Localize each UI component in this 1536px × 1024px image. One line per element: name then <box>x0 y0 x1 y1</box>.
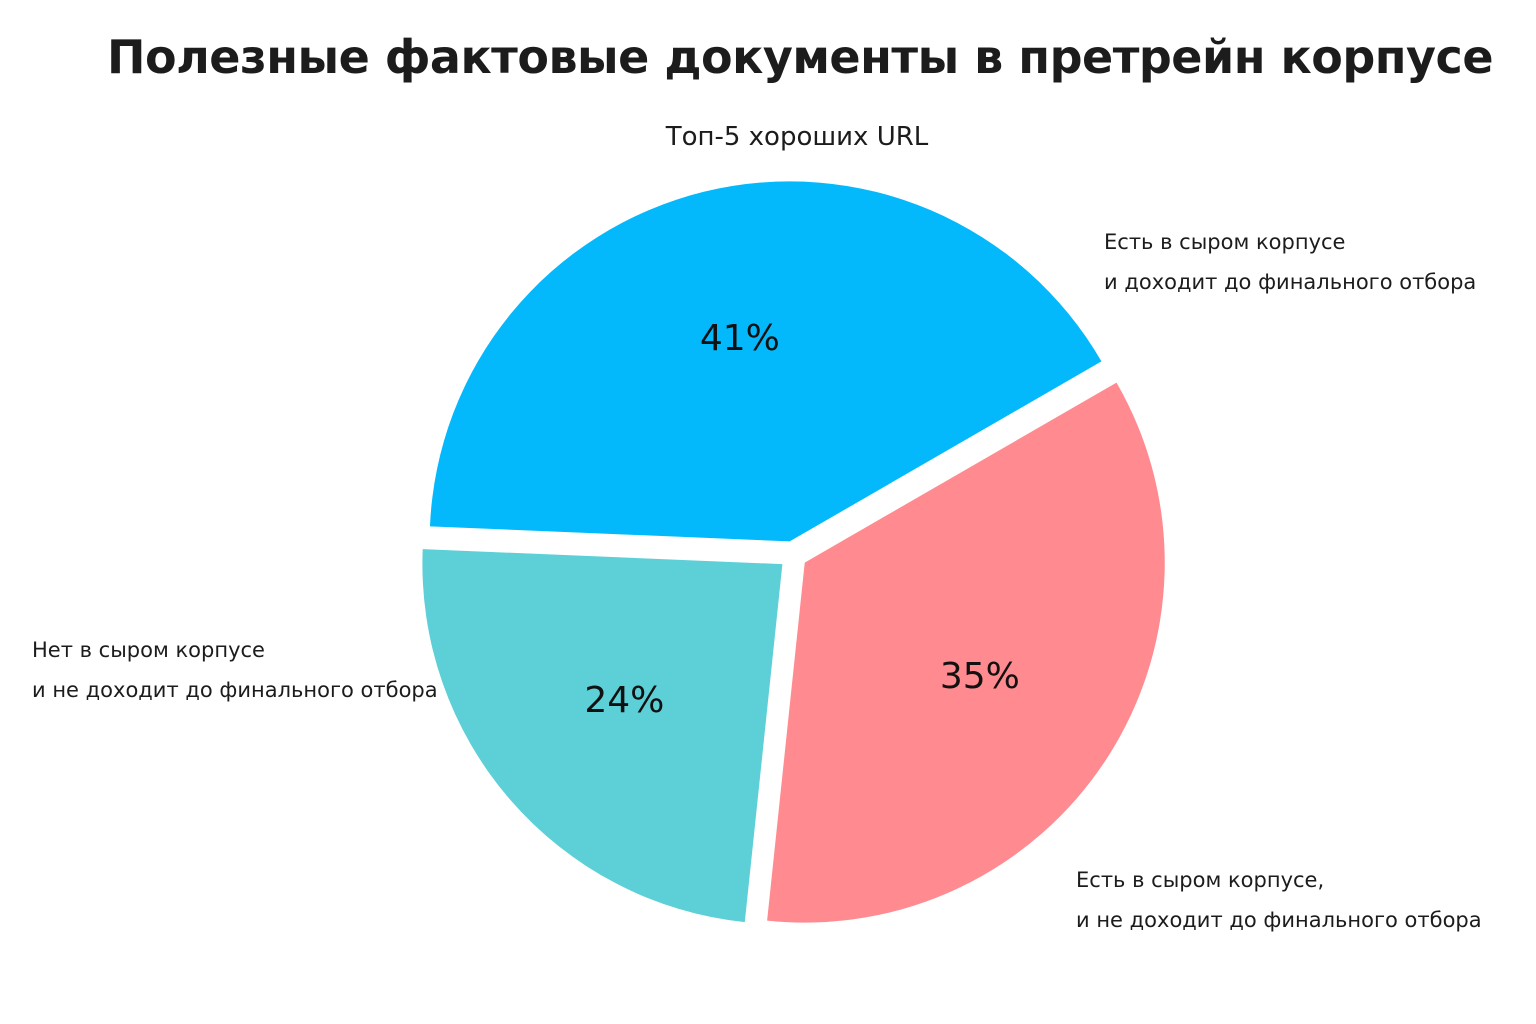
slice-label-line: и не доходит до финального отбора <box>32 678 438 702</box>
data-label-in-corpus-reaches-final: 35% <box>940 656 1020 697</box>
pie-slice-in-corpus-reaches-final <box>767 382 1165 923</box>
data-label-in-corpus-not-final: 24% <box>584 680 664 721</box>
slice-label-not-in-corpus-not-final: Нет в сыром корпусе и не доходит до фина… <box>32 630 438 710</box>
data-label-not-in-corpus-not-final: 41% <box>700 318 780 359</box>
slice-label-line: и доходит до финального отбора <box>1104 270 1477 294</box>
slice-label-in-corpus-not-final: Есть в сыром корпусе, и не доходит до фи… <box>1076 860 1482 940</box>
chart-subtitle: Топ-5 хороших URL <box>665 122 929 152</box>
slice-label-line: Нет в сыром корпусе <box>32 638 265 662</box>
pie-slice-in-corpus-not-final <box>422 549 783 923</box>
slice-label-in-corpus-reaches-final: Есть в сыром корпусе и доходит до финаль… <box>1104 222 1476 302</box>
chart-title: Полезные фактовые документы в претрейн к… <box>106 30 1494 84</box>
slice-label-line: Есть в сыром корпусе <box>1104 230 1346 254</box>
slice-label-line: и не доходит до финального отбора <box>1076 908 1482 932</box>
slice-label-line: Есть в сыром корпусе, <box>1076 868 1325 892</box>
pie-slice-not-in-corpus-not-final <box>429 181 1102 542</box>
